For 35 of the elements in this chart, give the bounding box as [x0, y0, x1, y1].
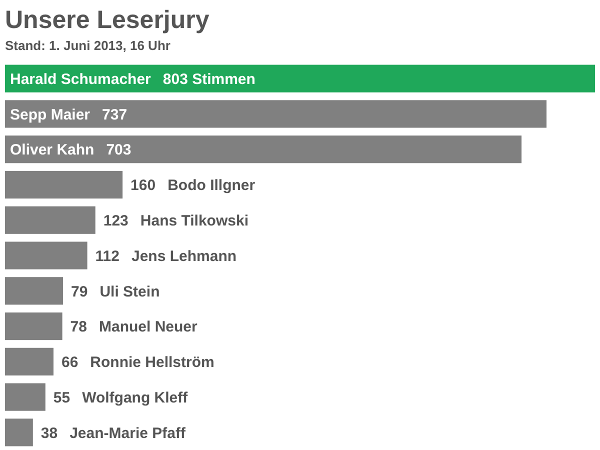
bar — [5, 348, 54, 376]
data-label: 803 Stimmen — [162, 70, 256, 88]
data-label: 55 — [53, 389, 70, 406]
y-tick-label: Hans Tilkowski — [140, 212, 249, 230]
data-label: 703 — [106, 142, 132, 159]
y-tick-label: Jean-Marie Pfaff — [70, 424, 186, 442]
y-tick-label: Oliver Kahn — [10, 142, 94, 159]
y-tick-label: Manuel Neuer — [99, 318, 198, 336]
bar — [5, 136, 522, 164]
data-label: 737 — [102, 106, 128, 124]
bar — [5, 242, 88, 270]
y-tick-label: Jens Lehmann — [131, 248, 237, 265]
chart-subtitle: Stand: 1. Juni 2013, 16 Uhr — [5, 38, 170, 53]
chart-title: Unsere Leserjury — [5, 6, 210, 34]
y-tick-label: Harald Schumacher — [10, 70, 152, 88]
bar — [5, 100, 547, 128]
data-label: 66 — [61, 354, 78, 372]
bar — [5, 312, 62, 340]
bar — [5, 277, 64, 305]
y-tick-label: Uli Stein — [100, 283, 160, 300]
data-label: 38 — [40, 424, 58, 442]
bar — [5, 206, 96, 234]
data-label: 160 — [130, 177, 156, 194]
data-label: 123 — [103, 212, 128, 230]
data-label: 78 — [70, 318, 87, 336]
data-label: 112 — [95, 248, 120, 265]
y-tick-label: Bodo Illgner — [168, 177, 256, 194]
y-tick-label: Sepp Maier — [10, 106, 90, 124]
bar — [5, 383, 46, 411]
bar — [5, 170, 123, 199]
y-tick-label: Wolfgang Kleff — [82, 389, 189, 406]
data-label: 79 — [71, 283, 88, 300]
bar — [5, 418, 33, 446]
y-tick-label: Ronnie Hellström — [90, 354, 214, 372]
bar — [5, 64, 595, 92]
